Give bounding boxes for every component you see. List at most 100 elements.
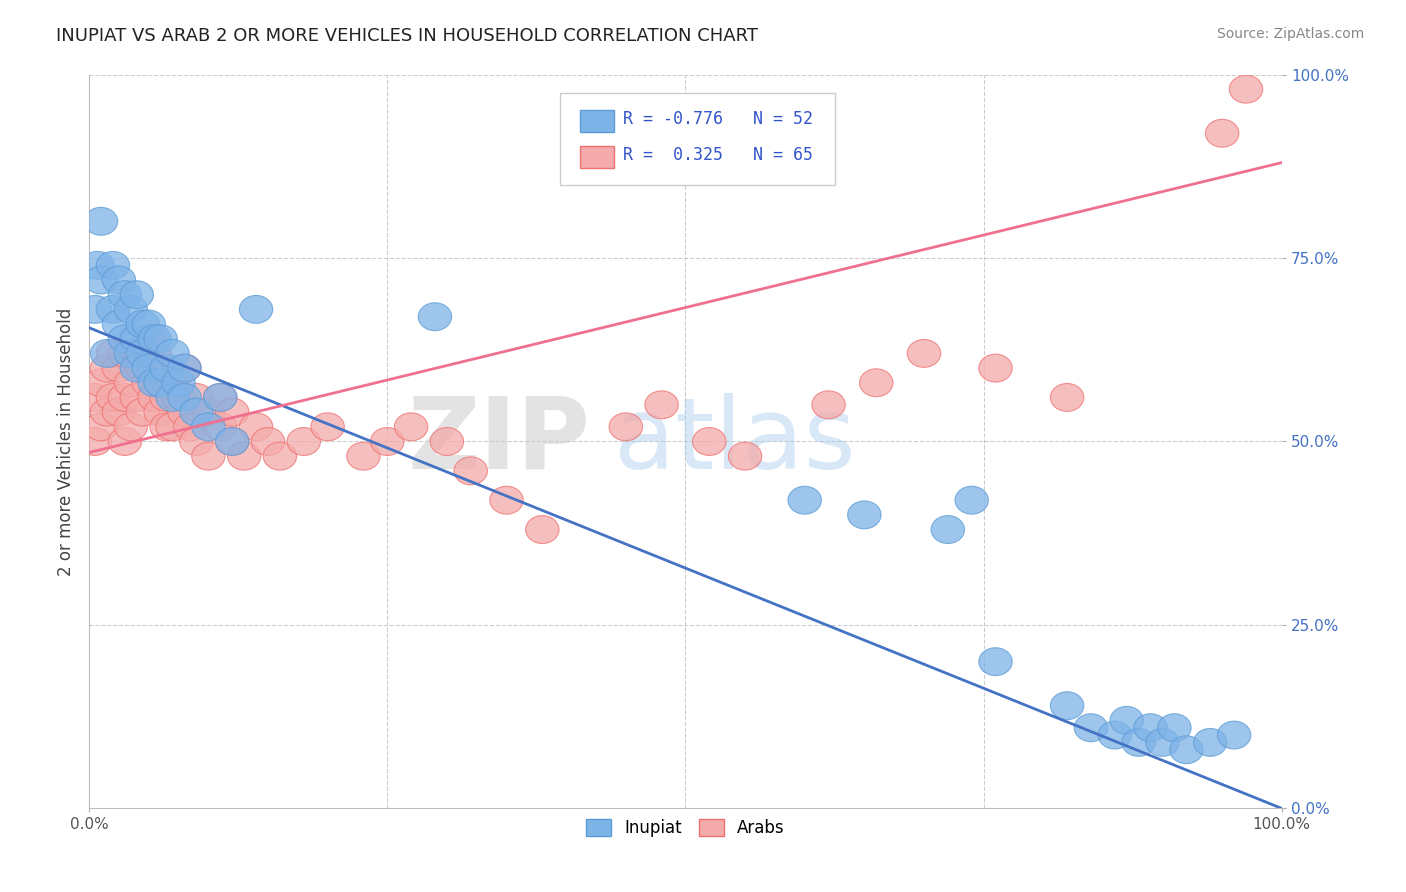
- Ellipse shape: [80, 252, 114, 279]
- Ellipse shape: [156, 368, 190, 397]
- Ellipse shape: [132, 310, 166, 338]
- Ellipse shape: [79, 295, 111, 323]
- Ellipse shape: [103, 310, 135, 338]
- Ellipse shape: [191, 413, 225, 441]
- Ellipse shape: [228, 442, 262, 470]
- Ellipse shape: [132, 354, 166, 382]
- Ellipse shape: [120, 325, 153, 352]
- Ellipse shape: [848, 501, 882, 529]
- Ellipse shape: [138, 384, 172, 411]
- Ellipse shape: [454, 457, 488, 484]
- Ellipse shape: [931, 516, 965, 543]
- Ellipse shape: [162, 368, 195, 397]
- Ellipse shape: [120, 281, 153, 309]
- Ellipse shape: [263, 442, 297, 470]
- Text: atlas: atlas: [614, 393, 855, 490]
- Ellipse shape: [215, 398, 249, 426]
- Ellipse shape: [1074, 714, 1108, 741]
- Bar: [581, 110, 614, 132]
- Ellipse shape: [108, 427, 142, 456]
- Ellipse shape: [79, 427, 111, 456]
- Ellipse shape: [167, 384, 201, 411]
- Ellipse shape: [96, 384, 129, 411]
- Ellipse shape: [311, 413, 344, 441]
- Ellipse shape: [96, 295, 129, 323]
- Ellipse shape: [167, 354, 201, 382]
- Ellipse shape: [127, 354, 159, 382]
- Ellipse shape: [114, 413, 148, 441]
- Ellipse shape: [120, 340, 153, 368]
- Ellipse shape: [859, 368, 893, 397]
- Ellipse shape: [114, 340, 148, 368]
- Ellipse shape: [90, 354, 124, 382]
- Bar: [581, 146, 614, 169]
- Ellipse shape: [138, 340, 172, 368]
- Ellipse shape: [204, 413, 238, 441]
- Ellipse shape: [108, 325, 142, 352]
- Text: R = -0.776   N = 52: R = -0.776 N = 52: [623, 110, 814, 128]
- Ellipse shape: [143, 368, 177, 397]
- Ellipse shape: [127, 398, 159, 426]
- Ellipse shape: [127, 340, 159, 368]
- Ellipse shape: [645, 391, 678, 418]
- Ellipse shape: [252, 427, 284, 456]
- Ellipse shape: [84, 266, 118, 294]
- Ellipse shape: [114, 368, 148, 397]
- Ellipse shape: [609, 413, 643, 441]
- Ellipse shape: [1229, 75, 1263, 103]
- Ellipse shape: [1146, 729, 1180, 756]
- Ellipse shape: [1194, 729, 1227, 756]
- Text: R =  0.325   N = 65: R = 0.325 N = 65: [623, 146, 814, 164]
- Ellipse shape: [811, 391, 845, 418]
- Ellipse shape: [191, 442, 225, 470]
- Ellipse shape: [204, 384, 238, 411]
- Ellipse shape: [120, 384, 153, 411]
- Ellipse shape: [90, 398, 124, 426]
- Ellipse shape: [120, 354, 153, 382]
- Ellipse shape: [287, 427, 321, 456]
- Ellipse shape: [84, 413, 118, 441]
- Ellipse shape: [1050, 692, 1084, 720]
- Ellipse shape: [907, 340, 941, 368]
- Ellipse shape: [84, 207, 118, 235]
- FancyBboxPatch shape: [560, 93, 835, 185]
- Text: ZIP: ZIP: [408, 393, 591, 490]
- Ellipse shape: [156, 413, 190, 441]
- Legend: Inupiat, Arabs: Inupiat, Arabs: [579, 813, 792, 844]
- Ellipse shape: [1111, 706, 1143, 734]
- Ellipse shape: [150, 354, 183, 382]
- Ellipse shape: [489, 486, 523, 514]
- Ellipse shape: [103, 354, 135, 382]
- Ellipse shape: [215, 427, 249, 456]
- Ellipse shape: [138, 325, 172, 352]
- Ellipse shape: [108, 340, 142, 368]
- Ellipse shape: [239, 413, 273, 441]
- Ellipse shape: [103, 398, 135, 426]
- Ellipse shape: [156, 384, 190, 411]
- Ellipse shape: [167, 354, 201, 382]
- Ellipse shape: [174, 413, 207, 441]
- Ellipse shape: [180, 398, 214, 426]
- Ellipse shape: [371, 427, 404, 456]
- Ellipse shape: [150, 384, 183, 411]
- Ellipse shape: [108, 384, 142, 411]
- Ellipse shape: [191, 398, 225, 426]
- Ellipse shape: [1133, 714, 1167, 741]
- Y-axis label: 2 or more Vehicles in Household: 2 or more Vehicles in Household: [58, 308, 75, 575]
- Ellipse shape: [1098, 721, 1132, 749]
- Ellipse shape: [96, 340, 129, 368]
- Ellipse shape: [693, 427, 725, 456]
- Ellipse shape: [1157, 714, 1191, 741]
- Ellipse shape: [526, 516, 560, 543]
- Ellipse shape: [79, 384, 111, 411]
- Ellipse shape: [84, 368, 118, 397]
- Ellipse shape: [787, 486, 821, 514]
- Ellipse shape: [143, 354, 177, 382]
- Ellipse shape: [96, 252, 129, 279]
- Ellipse shape: [108, 281, 142, 309]
- Ellipse shape: [138, 368, 172, 397]
- Ellipse shape: [979, 648, 1012, 675]
- Ellipse shape: [979, 354, 1012, 382]
- Ellipse shape: [90, 340, 124, 368]
- Text: Source: ZipAtlas.com: Source: ZipAtlas.com: [1216, 27, 1364, 41]
